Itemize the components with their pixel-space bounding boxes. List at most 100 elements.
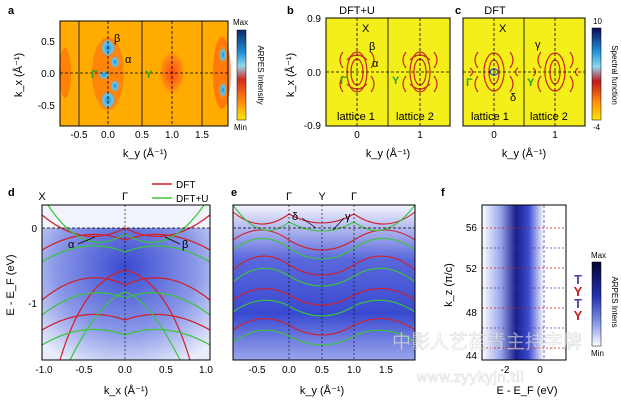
y-axis-label: k_x (Å⁻¹) [12,53,25,97]
xtick: 0.0 [101,130,115,141]
legend-dftu: DFT+U [176,194,209,205]
side-label-t: T [574,272,582,287]
watermark-cn: 中影人艺苗青主持字牌 [392,331,582,353]
xtick: 0 [354,130,360,141]
panel-c-title: DFT [484,5,506,17]
xtick: 1 [417,130,423,141]
xtick: 0.0 [118,365,132,376]
panel-c-letter: c [455,5,461,17]
label-lattice2: lattice 2 [396,111,434,123]
top-label: Γ [122,191,128,203]
label-lattice1: lattice 1 [471,111,509,123]
panel-f-spectrum [482,205,544,360]
panel-c: c DFT X γ δ Γ Y lattice 1 lattice 2 0 1 … [455,5,619,160]
xtick: -1.0 [35,365,53,376]
top-label: X [38,191,46,203]
xtick: -2 [501,365,510,376]
top-label: Γ [351,191,357,203]
xtick: 0 [491,130,497,141]
label-lattice1: lattice 1 [337,111,375,123]
colorbar-title: ARPES Intensity [256,45,265,104]
panel-d: d X Γ DFT DFT+U α β 0 [5,180,213,397]
label-alpha: α [68,239,75,251]
ytick: 52 [466,264,478,275]
label-gamma: Γ [340,75,347,87]
ytick: -0.9 [304,121,322,132]
colorbar-title: ARPES Intens [610,276,619,327]
legend-dft: DFT [176,180,195,191]
xtick: -0.5 [248,365,266,376]
panel-a-letter: a [8,5,15,17]
kz-purple-lines [482,247,566,329]
label-delta: δ [292,211,298,223]
label-delta: δ [510,92,516,104]
y-axis-label: E - E_F (eV) [5,254,17,315]
xtick: 0.5 [315,365,329,376]
label-beta: β [114,33,120,45]
panel-b-title: DFT+U [339,5,375,17]
xtick: 1 [552,130,558,141]
xtick: -0.5 [75,365,93,376]
panel-b-letter: b [287,5,294,17]
colorbar-max: Max [591,251,606,260]
y-axis-label: k_x (Å⁻¹) [284,53,297,97]
panel-b: b DFT+U X β α Γ Y lattice 1 lattice 2 0.… [284,5,451,160]
ytick: -0.5 [38,101,56,112]
colorbar-min: Min [234,123,247,132]
colorbar-max: 10 [593,17,602,26]
top-label: Y [318,191,326,203]
panel-a: a β α Γ Y 0.5 0.0 -0.5 -0.5 0.0 0.5 1.0 [8,5,265,160]
panel-e-letter: e [231,187,237,199]
ytick: 0.9 [307,14,321,25]
label-y: Y [145,69,153,81]
ytick: 44 [466,351,478,362]
label-gamma: Γ [466,77,473,89]
x-axis-label: k_y (Å⁻¹) [366,147,410,160]
panel-a-map [60,21,228,126]
label-lattice2: lattice 2 [530,111,568,123]
panel-f: f 56 52 48 44 k_z (π/c) -2 0 E - E_F (eV… [441,187,619,397]
side-label-t: T [574,296,582,311]
label-gamma-greek: γ [345,211,351,223]
x-axis-label: k_x (Å⁻¹) [104,384,148,397]
watermark-url: www.zyykyjn.tii [416,370,524,386]
colorbar-min: Min [591,349,604,358]
xtick: 0.0 [282,365,296,376]
xtick: 0.5 [135,130,149,141]
xtick: 1.0 [165,130,179,141]
x-axis-label: E - E_F (eV) [496,385,557,397]
ytick: 56 [466,223,478,234]
x-axis-label: k_y (Å⁻¹) [502,147,546,160]
panel-e: e Γ Y Γ δ γ -0.5 0.0 0.5 1.0 1 [231,187,416,397]
ytick: 0.0 [41,69,55,80]
xtick: 0.5 [159,365,173,376]
ytick: -1 [28,299,37,310]
colorbar-min: -4 [593,123,601,132]
side-label-y: Y [574,284,583,299]
xtick: 1.5 [195,130,209,141]
xtick: 1.5 [379,365,393,376]
xtick: -0.5 [70,130,88,141]
colorbar-title: Spectral function [610,45,619,105]
xtick: 0 [537,365,543,376]
label-y: Y [527,77,535,89]
panel-f-letter: f [441,187,445,199]
label-alpha: α [125,54,132,66]
panel-d-letter: d [8,187,15,199]
y-axis-label: k_z (π/c) [443,263,455,307]
fermi-surface-lattice2 [402,51,438,93]
ytick: 0.5 [41,37,55,48]
xtick: 1.0 [199,365,213,376]
colorbar-f [591,261,602,347]
label-alpha: α [372,58,379,70]
label-y: Y [392,75,400,87]
colorbar-max: Max [233,18,248,27]
xtick: 1.0 [347,365,361,376]
top-label: Γ [286,191,292,203]
label-beta: β [369,41,375,53]
colorbar-a [236,29,247,121]
label-gamma-greek: γ [535,39,541,51]
label-x: X [499,23,507,35]
ytick: 0 [31,224,37,235]
